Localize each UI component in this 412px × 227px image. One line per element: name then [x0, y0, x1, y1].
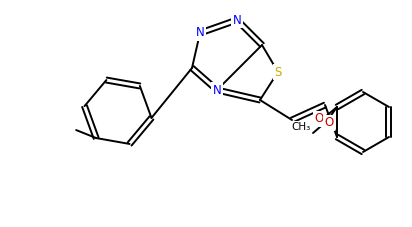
- Text: N: N: [196, 27, 204, 39]
- Text: N: N: [233, 13, 241, 27]
- Text: O: O: [324, 116, 334, 129]
- Text: CH₃: CH₃: [291, 122, 311, 132]
- Text: S: S: [274, 66, 282, 79]
- Text: O: O: [314, 113, 324, 126]
- Text: N: N: [213, 84, 221, 96]
